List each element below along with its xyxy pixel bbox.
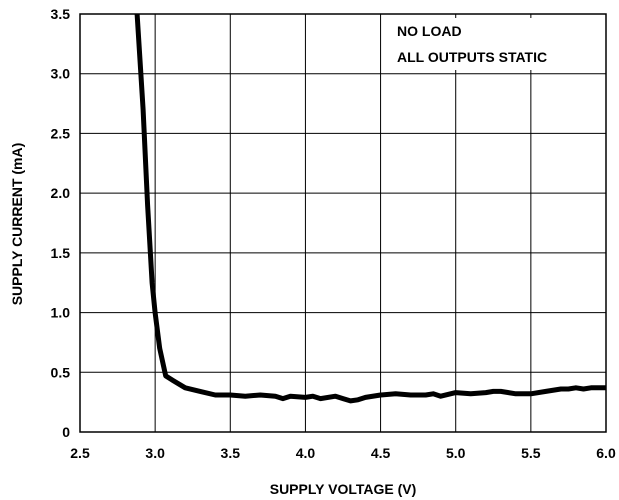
y-tick-label: 1.0 [51, 305, 71, 321]
annotation-line-2: ALL OUTPUTS STATIC [397, 49, 547, 65]
x-axis-label: SUPPLY VOLTAGE (V) [270, 481, 417, 497]
curve-layer [134, 13, 606, 404]
x-tick-label: 2.5 [70, 445, 90, 461]
plot-frame [79, 13, 607, 433]
y-tick-label: 1.5 [51, 245, 71, 261]
annotation-line-1: NO LOAD [397, 23, 462, 39]
series-line [134, 13, 606, 404]
x-tick-label: 5.0 [446, 445, 466, 461]
x-tick-label: 4.0 [296, 445, 316, 461]
y-tick-label: 3.0 [51, 66, 71, 82]
y-tick-label: 0.5 [51, 364, 71, 380]
y-axis-label: SUPPLY CURRENT (mA) [9, 143, 25, 306]
x-tick-label: 5.5 [521, 445, 541, 461]
x-tick-label: 6.0 [596, 445, 616, 461]
x-tick-label: 3.0 [145, 445, 165, 461]
grid [80, 14, 606, 432]
y-tick-label: 3.5 [51, 6, 71, 22]
y-tick-label: 2.0 [51, 185, 71, 201]
x-tick-label: 3.5 [221, 445, 241, 461]
x-tick-labels: 2.5 3.0 3.5 4.0 4.5 5.0 5.5 6.0 [70, 445, 616, 461]
annotation-background [384, 18, 602, 70]
y-tick-label: 0 [62, 424, 70, 440]
x-tick-label: 4.5 [371, 445, 391, 461]
y-tick-labels: 0 0.5 1.0 1.5 2.0 2.5 3.0 3.5 [51, 6, 71, 440]
y-tick-label: 2.5 [51, 125, 71, 141]
